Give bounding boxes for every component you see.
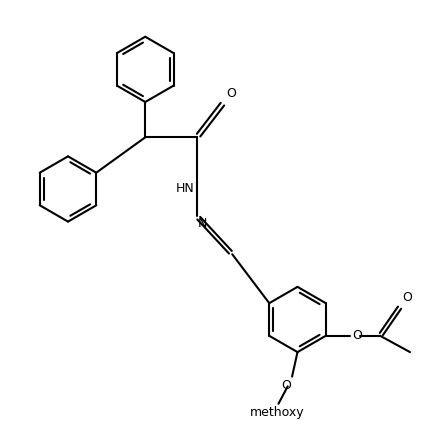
Text: O: O <box>281 379 291 392</box>
Text: O: O <box>402 291 412 304</box>
Text: methoxy: methoxy <box>250 406 305 419</box>
Text: O: O <box>352 329 362 342</box>
Text: HN: HN <box>176 182 194 195</box>
Text: N: N <box>198 217 208 230</box>
Text: O: O <box>226 87 236 100</box>
